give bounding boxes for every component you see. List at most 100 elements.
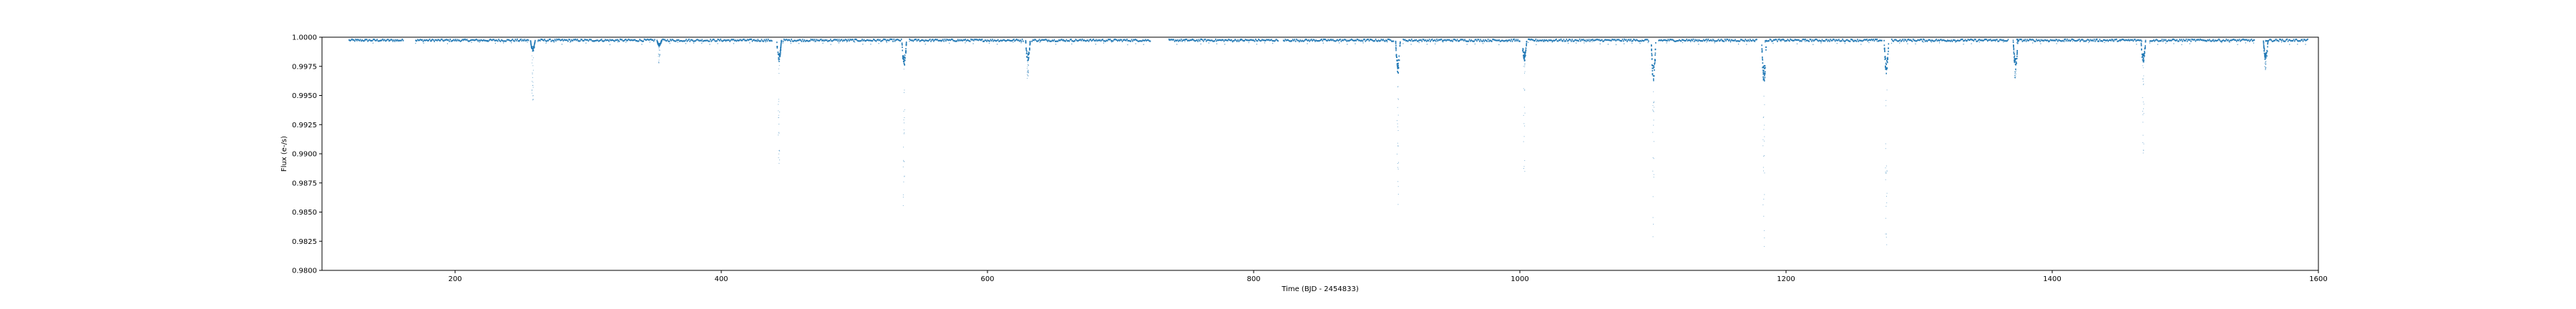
flux-point xyxy=(1954,39,1956,41)
flux-point xyxy=(1274,40,1275,42)
flux-point xyxy=(1849,40,1851,42)
flux-point xyxy=(2203,39,2205,41)
flux-point xyxy=(1885,167,1886,169)
flux-point xyxy=(1508,39,1511,41)
flux-point xyxy=(1960,39,1961,41)
flux-point xyxy=(1773,39,1775,41)
flux-point xyxy=(1236,40,1238,42)
flux-point xyxy=(1174,40,1176,42)
flux-point xyxy=(1523,107,1525,108)
flux-point xyxy=(1970,38,1972,41)
flux-point xyxy=(1983,39,1985,41)
flux-point xyxy=(1796,39,1798,41)
flux-point xyxy=(2083,40,2085,42)
flux-point xyxy=(2145,41,2147,43)
flux-point xyxy=(2068,39,2070,41)
flux-point xyxy=(1696,39,1698,41)
y-tick-label: 0.9925 xyxy=(292,122,317,129)
flux-point xyxy=(835,39,837,41)
flux-point xyxy=(532,69,534,71)
flux-point xyxy=(2142,142,2144,143)
flux-point xyxy=(1224,39,1226,41)
flux-point xyxy=(1267,39,1269,41)
flux-point xyxy=(1719,40,1720,42)
flux-point xyxy=(1958,39,1960,42)
flux-point xyxy=(1762,59,1764,61)
x-tick-label: 1200 xyxy=(1777,275,1795,283)
flux-point xyxy=(1467,40,1468,42)
flux-point xyxy=(2059,39,2061,41)
flux-point xyxy=(1264,42,1266,44)
flux-point xyxy=(394,40,396,42)
flux-point xyxy=(2114,39,2117,41)
flux-point xyxy=(1330,39,1332,41)
flux-point xyxy=(1787,39,1789,41)
flux-point xyxy=(1722,39,1723,41)
flux-point xyxy=(588,39,590,41)
flux-point xyxy=(1765,49,1767,51)
flux-point xyxy=(857,39,859,42)
flux-point xyxy=(2051,39,2053,41)
flux-point xyxy=(530,41,532,43)
flux-point xyxy=(1433,39,1435,41)
flux-point xyxy=(1652,69,1654,72)
flux-point xyxy=(940,39,942,41)
flux-point xyxy=(2142,84,2144,85)
flux-point xyxy=(904,109,905,110)
flux-point xyxy=(1914,39,1916,41)
flux-point xyxy=(1094,39,1096,42)
flux-point xyxy=(650,38,652,40)
flux-point xyxy=(1249,39,1251,41)
flux-point xyxy=(1108,39,1110,41)
flux-point xyxy=(2143,149,2145,151)
flux-point xyxy=(1736,40,1738,42)
flux-point xyxy=(386,39,389,41)
flux-point xyxy=(1660,39,1662,41)
flux-point xyxy=(1824,40,1826,42)
flux-point xyxy=(1004,39,1005,41)
flux-point xyxy=(399,39,401,41)
flux-point xyxy=(1016,39,1018,41)
flux-point xyxy=(1240,40,1241,41)
flux-point xyxy=(1462,39,1464,41)
flux-point xyxy=(2200,39,2202,41)
flux-point xyxy=(1653,223,1654,225)
flux-point xyxy=(659,54,660,56)
flux-point xyxy=(2014,59,2016,61)
flux-point xyxy=(1314,40,1316,42)
flux-point xyxy=(2155,39,2157,41)
flux-point xyxy=(2087,39,2089,41)
flux-point xyxy=(2169,39,2170,41)
flux-point xyxy=(741,39,742,41)
flux-point xyxy=(2004,40,2006,42)
flux-point xyxy=(1028,64,1029,66)
flux-point xyxy=(1762,73,1765,75)
flux-point xyxy=(1121,40,1123,42)
flux-point xyxy=(1201,39,1204,41)
flux-point xyxy=(656,41,658,43)
flux-point xyxy=(2143,61,2145,63)
flux-point xyxy=(950,38,952,41)
flux-point xyxy=(2237,39,2238,41)
flux-point xyxy=(2001,39,2004,41)
flux-point xyxy=(1300,40,1302,42)
flux-point xyxy=(612,39,614,41)
flux-point xyxy=(1108,39,1109,41)
flux-point xyxy=(1061,39,1063,41)
flux-point xyxy=(431,39,434,41)
flux-point xyxy=(1028,72,1029,74)
flux-point xyxy=(478,39,480,41)
flux-point xyxy=(1740,39,1742,41)
flux-point xyxy=(2287,40,2289,42)
flux-point xyxy=(1950,40,1951,42)
flux-point xyxy=(1798,39,1800,41)
flux-point xyxy=(534,41,536,43)
flux-point xyxy=(819,39,820,41)
flux-point xyxy=(902,57,904,59)
flux-point xyxy=(1854,39,1855,41)
flux-point xyxy=(746,39,748,41)
flux-point xyxy=(1529,39,1531,41)
flux-point xyxy=(1951,39,1952,41)
flux-point xyxy=(416,39,419,41)
flux-point xyxy=(818,39,819,41)
